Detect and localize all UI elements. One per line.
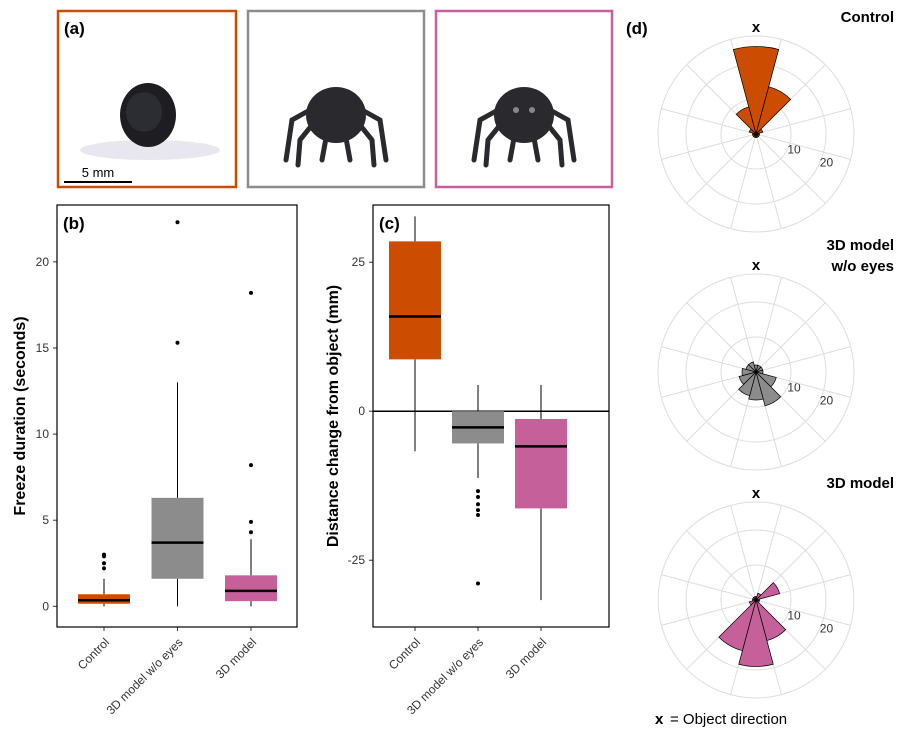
x-tick-label: 3D model [503, 635, 549, 681]
y-axis-label: Distance change from object (mm) [325, 285, 342, 547]
box [515, 419, 567, 508]
direction-marker: x [752, 19, 761, 36]
spoke [661, 575, 756, 600]
y-tick-label: 20 [36, 255, 50, 269]
figure: 5 mm (a) (d) x = Object direction 0 5 10 15… [0, 0, 897, 737]
spoke [756, 505, 781, 600]
y-tick-label: 25 [352, 255, 366, 269]
box [78, 594, 130, 603]
y-tick-label: 0 [42, 599, 49, 613]
panel-label: (d) [626, 19, 648, 38]
spoke [687, 134, 756, 203]
outlier [476, 495, 480, 499]
spoke [661, 134, 756, 159]
x-tick-label: Control [386, 635, 423, 672]
panel-label: (a) [64, 19, 85, 38]
chart-title: w/o eyes [830, 258, 894, 275]
r-tick-label: 20 [820, 393, 834, 407]
spoke [756, 277, 781, 372]
outlier [476, 502, 480, 506]
outlier [476, 489, 480, 493]
panel-label: (b) [63, 214, 85, 233]
y-tick-label: 0 [358, 404, 365, 418]
chart-title: Control [841, 9, 894, 26]
legend-symbol: x [655, 711, 664, 728]
spoke [661, 347, 756, 372]
r-tick-label: 20 [820, 155, 834, 169]
spoke [731, 277, 756, 372]
outlier [102, 561, 106, 565]
outlier [249, 463, 253, 467]
outlier [476, 513, 480, 517]
photos: 5 mm (a) [58, 11, 612, 187]
outlier [476, 581, 480, 585]
y-axis-label: Freeze duration (seconds) [12, 316, 29, 515]
outlier [176, 220, 180, 224]
spoke [756, 303, 825, 372]
x-tick-label: 3D model [213, 635, 259, 681]
outlier [102, 566, 106, 570]
x-tick-label: 3D model w/o eyes [104, 635, 186, 717]
spoke [756, 134, 851, 159]
outlier [476, 508, 480, 512]
outlier [249, 520, 253, 524]
r-tick-label: 20 [820, 621, 834, 635]
object-face [126, 92, 162, 132]
box [225, 575, 277, 601]
y-tick-label: 15 [36, 341, 50, 355]
y-tick-label: 10 [36, 427, 50, 441]
scale-label: 5 mm [82, 165, 115, 180]
chart-title: 3D model [826, 237, 894, 254]
chart-title: 3D model [826, 475, 894, 492]
box [152, 498, 204, 579]
x-tick-label: Control [75, 635, 112, 672]
direction-marker: x [752, 485, 761, 502]
spoke [756, 347, 851, 372]
spoke [687, 303, 756, 372]
outlier [249, 291, 253, 295]
direction-marker: x [752, 257, 761, 274]
outlier [102, 553, 106, 557]
y-tick-label: -25 [348, 553, 366, 567]
spoke [731, 134, 756, 229]
spoke [756, 134, 781, 229]
box [389, 241, 441, 359]
panel-label: (c) [379, 214, 400, 233]
spoke [687, 531, 756, 600]
legend-text: = Object direction [670, 711, 787, 728]
spoke [731, 505, 756, 600]
outlier [249, 530, 253, 534]
outlier [176, 341, 180, 345]
y-tick-label: 5 [42, 513, 49, 527]
